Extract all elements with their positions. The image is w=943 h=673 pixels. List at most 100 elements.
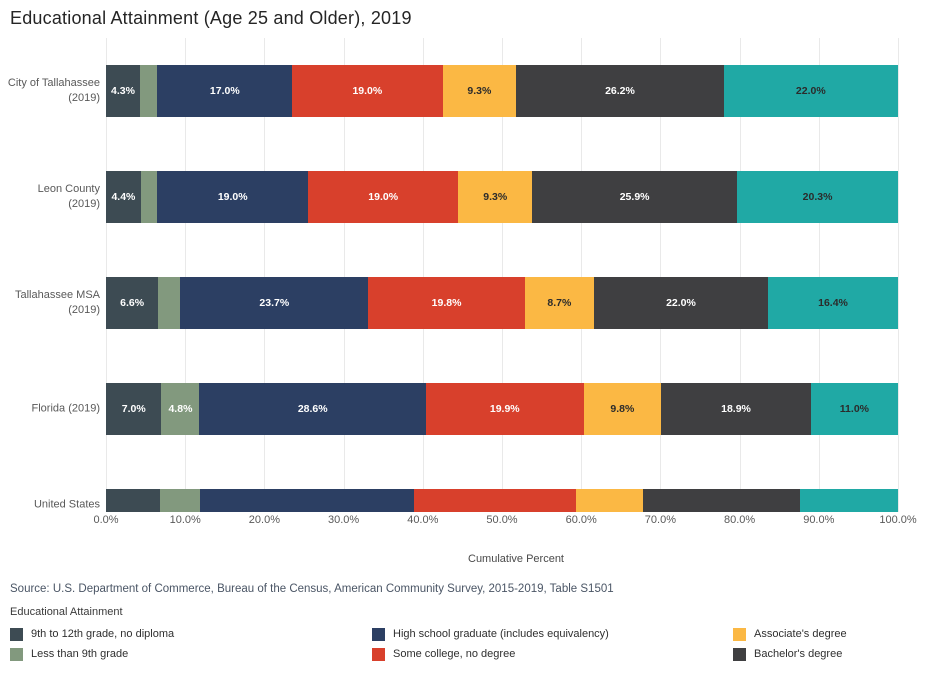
bar-segment[interactable]: 19.8% — [368, 277, 525, 329]
legend-item-label: Some college, no degree — [393, 648, 516, 660]
bar-segment[interactable] — [799, 489, 898, 512]
data-label: 7.0% — [121, 403, 146, 415]
bar-segment[interactable] — [159, 489, 201, 512]
data-label: 19.0% — [217, 191, 248, 203]
bar-segment[interactable] — [106, 489, 160, 512]
bar-segment[interactable]: 9.3% — [442, 65, 517, 117]
x-tick-label: 80.0% — [723, 514, 756, 526]
bar-segment[interactable] — [200, 489, 415, 512]
x-axis: 0.0% 10.0% 20.0% 30.0% 40.0% 50.0% 60.0% 70.0% 8… — [0, 512, 943, 532]
gridline — [502, 38, 503, 512]
legend-item-label: Less than 9th grade — [31, 648, 129, 660]
source-note: Source: U.S. Department of Commerce, Bur… — [10, 583, 614, 595]
legend-swatch-icon — [733, 647, 746, 661]
gridline — [343, 38, 345, 512]
data-label: 23.7% — [259, 297, 290, 309]
stacked-bar: 6.6% 23.7% 19.8% 8.7% 22.0% 16.4% — [106, 277, 898, 329]
bar-segment[interactable]: 4.4% — [106, 171, 141, 223]
bar-segment[interactable]: 4.8% — [161, 383, 200, 435]
data-label: 19.0% — [352, 85, 383, 97]
legend-swatch-icon — [10, 647, 23, 661]
data-label: 25.9% — [619, 191, 650, 203]
x-tick-label: 90.0% — [803, 514, 835, 526]
bar-segment[interactable]: 9.3% — [458, 171, 533, 223]
x-tick-label: 40.0% — [407, 514, 439, 526]
data-label: 6.6% — [120, 297, 145, 309]
legend-item[interactable]: 9th to 12th grade, no diploma — [10, 627, 174, 641]
bar-segment[interactable] — [140, 171, 158, 223]
gridline — [185, 38, 187, 512]
gridline — [264, 38, 266, 512]
legend-item[interactable]: Bachelor's degree — [733, 647, 842, 661]
bar-segment[interactable]: 19.0% — [307, 171, 459, 223]
legend-title: Educational Attainment — [10, 606, 123, 618]
legend-item[interactable]: Some college, no degree — [372, 647, 515, 661]
bar-segment[interactable]: 26.2% — [516, 65, 724, 117]
bar-segment[interactable]: 19.9% — [425, 383, 584, 435]
data-label: 4.8% — [168, 403, 193, 415]
bar-row: City of Tallahassee (2019) 4.3% 17.0% 19.0% 9… — [0, 65, 943, 117]
category-label: Tallahassee MSA (2019) — [15, 289, 100, 316]
bar-row: United States — [0, 489, 943, 512]
bar-row: Leon County (2019) 4.4% 19.0% 19.0% 9.3% 25.9%… — [0, 171, 943, 223]
stacked-bar: 4.3% 17.0% 19.0% 9.3% 26.2% 22.0% — [106, 65, 898, 117]
data-label: 19.8% — [431, 297, 462, 309]
legend-item-label: High school graduate (includes equivalen… — [393, 628, 609, 640]
legend-item[interactable]: Less than 9th grade — [10, 647, 128, 661]
bar-row: Tallahassee MSA (2019) 6.6% 23.7% 19.8% 8.7% 2… — [0, 277, 943, 329]
chart-title: Educational Attainment (Age 25 and Older… — [10, 8, 412, 28]
bar-segment[interactable]: 16.4% — [768, 277, 898, 329]
x-tick-label: 100.0% — [879, 514, 917, 526]
data-label: 16.4% — [818, 297, 848, 309]
category-label: Leon County (2019) — [37, 183, 100, 210]
data-label: 8.7% — [547, 297, 572, 309]
x-tick-label: 60.0% — [565, 514, 597, 526]
bar-row: Florida (2019) 7.0% 4.8% 28.6% 19.9% 9.8% 18.9… — [0, 383, 943, 435]
bar-segment[interactable]: 6.6% — [106, 277, 159, 329]
bar-segment[interactable]: 28.6% — [199, 383, 426, 435]
gridline — [581, 38, 583, 512]
bar-segment[interactable]: 22.0% — [593, 277, 769, 329]
bar-segment[interactable]: 19.0% — [157, 171, 308, 223]
plot-area: City of Tallahassee (2019) 4.3% 17.0% 19.0% 9… — [0, 38, 943, 512]
bar-segment[interactable]: 8.7% — [524, 277, 594, 329]
category-label: Florida (2019) — [31, 402, 100, 415]
bar-segment[interactable] — [642, 489, 800, 512]
bar-segment[interactable]: 20.3% — [737, 171, 898, 223]
bar-segment[interactable]: 23.7% — [180, 277, 369, 329]
bar-segment[interactable]: 19.0% — [292, 65, 443, 117]
x-tick-label: 50.0% — [486, 514, 518, 526]
legend-item[interactable]: Associate's degree — [733, 627, 847, 641]
bar-segment[interactable]: 4.3% — [106, 65, 141, 117]
bar-segment[interactable]: 18.9% — [661, 383, 811, 435]
data-label: 28.6% — [297, 403, 328, 415]
data-label: 9.8% — [610, 403, 635, 415]
stacked-bar: 7.0% 4.8% 28.6% 19.9% 9.8% 18.9% 11.0% — [106, 383, 898, 435]
data-label: 18.9% — [721, 403, 751, 415]
legend-item-label: 9th to 12th grade, no diploma — [31, 628, 175, 640]
category-label: City of Tallahassee (2019) — [7, 77, 100, 104]
x-axis-title: Cumulative Percent — [468, 553, 564, 565]
bar-segment[interactable]: 22.0% — [723, 65, 898, 117]
bar-segment[interactable]: 9.8% — [583, 383, 662, 435]
stacked-bar — [106, 489, 898, 512]
data-label: 19.0% — [368, 191, 399, 203]
bar-segment[interactable]: 25.9% — [532, 171, 738, 223]
data-label: 11.0% — [839, 403, 869, 415]
data-label: 9.3% — [483, 191, 508, 203]
legend: Educational Attainment 9th to 12th grade… — [0, 604, 943, 668]
legend-swatch-icon — [10, 627, 23, 641]
legend-swatch-icon — [372, 627, 385, 641]
stacked-bar: 4.4% 19.0% 19.0% 9.3% 25.9% 20.3% — [106, 171, 898, 223]
gridline — [106, 38, 107, 512]
bar-segment[interactable]: 11.0% — [810, 383, 898, 435]
bar-segment[interactable] — [575, 489, 643, 512]
bar-segment[interactable] — [140, 65, 158, 117]
bar-segment[interactable] — [414, 489, 576, 512]
data-label: 19.9% — [489, 403, 520, 415]
bar-segment[interactable]: 7.0% — [106, 383, 162, 435]
bar-segment[interactable] — [158, 277, 181, 329]
bar-segment[interactable]: 17.0% — [157, 65, 293, 117]
legend-item[interactable]: High school graduate (includes equivalen… — [372, 627, 609, 641]
